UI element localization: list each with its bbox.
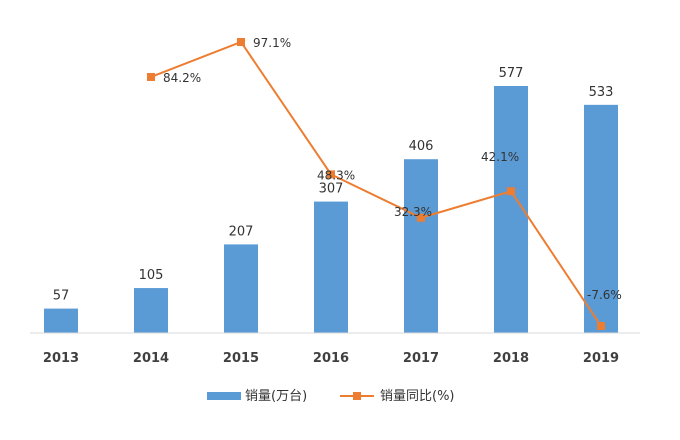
x-tick-2017: 2017 xyxy=(403,351,439,366)
line-marker-2018 xyxy=(507,187,515,196)
legend: 销量(万台) 销量同比(%) xyxy=(207,389,455,404)
line-label-2016: 48.3% xyxy=(317,168,355,182)
x-tick-2018: 2018 xyxy=(493,351,529,366)
line-marker-2019 xyxy=(597,322,605,330)
x-axis-tick-labels: 2013 2014 2015 2016 2017 2018 2019 xyxy=(43,351,619,366)
bar-2017 xyxy=(404,159,438,333)
bar-2013 xyxy=(44,308,78,333)
bar-2014 xyxy=(134,288,168,333)
x-tick-2015: 2015 xyxy=(223,351,259,366)
line-data-labels: 84.2% 97.1% 48.3% 32.3% 42.1% -7.6% xyxy=(163,36,622,302)
line-marker-2014 xyxy=(147,72,155,81)
line-marker-2015 xyxy=(237,38,245,46)
line-label-2017: 32.3% xyxy=(394,205,432,219)
bar-2019 xyxy=(584,104,618,333)
legend-line-marker xyxy=(353,392,361,400)
line-label-2019: -7.6% xyxy=(587,288,622,302)
legend-bar-label: 销量(万台) xyxy=(245,389,307,404)
x-tick-2016: 2016 xyxy=(313,351,349,366)
bar-label-2013: 57 xyxy=(53,289,70,304)
bar-label-2015: 207 xyxy=(229,224,254,239)
legend-line-label: 销量同比(%) xyxy=(380,389,455,404)
bar-label-2017: 406 xyxy=(409,139,434,154)
line-marker-2017 xyxy=(417,213,425,222)
line-marker-2016 xyxy=(327,170,335,179)
bar-2015 xyxy=(224,244,258,333)
x-tick-2014: 2014 xyxy=(133,351,169,366)
bar-data-labels: 57 105 207 307 406 577 533 xyxy=(53,66,614,304)
line-series-path xyxy=(150,40,602,327)
line-series xyxy=(147,38,605,330)
bar-label-2014: 105 xyxy=(139,268,164,283)
bar-label-2016: 307 xyxy=(319,182,344,197)
line-label-2015: 97.1% xyxy=(253,36,291,50)
legend-bar-swatch xyxy=(207,392,241,400)
line-label-2014: 84.2% xyxy=(163,71,201,85)
line-label-2018: 42.1% xyxy=(481,150,519,164)
bar-series xyxy=(44,86,618,333)
bar-label-2019: 533 xyxy=(589,85,614,100)
x-tick-2013: 2013 xyxy=(43,351,79,366)
x-tick-2019: 2019 xyxy=(583,351,619,366)
bar-label-2018: 577 xyxy=(499,66,524,81)
bar-2016 xyxy=(314,201,348,333)
